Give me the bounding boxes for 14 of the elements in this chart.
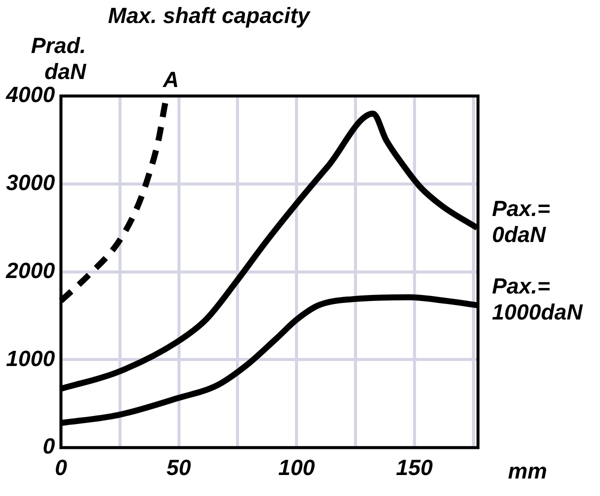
y-tick-label: 0 — [42, 434, 56, 459]
y-tick-label: 2000 — [4, 258, 56, 283]
x-tick-label: 100 — [278, 454, 316, 480]
series-label: Pax.= 1000daN — [492, 273, 584, 324]
y-tick-label: 1000 — [6, 346, 56, 371]
x-tick-label: 50 — [166, 454, 192, 480]
x-axis-title: mm — [508, 458, 548, 484]
series-label: Pax.= 0daN — [492, 196, 550, 247]
y-tick-label: 4000 — [4, 82, 56, 108]
y-tick-label: 3000 — [6, 170, 56, 195]
x-tick-label: 150 — [396, 454, 434, 480]
y-axis-title: Prad. daN — [30, 33, 88, 84]
chart-title: Max. shaft capacity — [108, 3, 312, 28]
annotation: A — [162, 67, 179, 92]
